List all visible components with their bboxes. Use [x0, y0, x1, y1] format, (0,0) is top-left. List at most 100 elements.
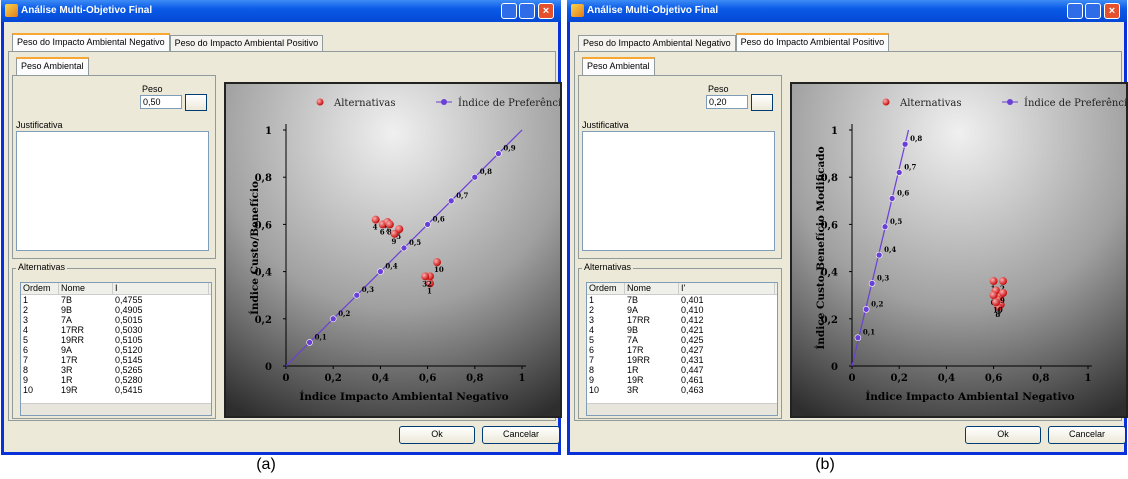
table-cell: 7A — [625, 335, 679, 345]
tab[interactable]: Peso do Impacto Ambiental Negativo — [12, 33, 170, 51]
column-header[interactable]: Ordem — [587, 283, 625, 294]
minimize-button[interactable] — [1067, 3, 1083, 19]
point-label: 0,5 — [890, 217, 902, 226]
legend-label: Alternativas — [899, 98, 962, 109]
tab[interactable]: Peso do Impacto Ambiental Negativo — [578, 35, 736, 51]
table-cell: 0,410 — [679, 305, 775, 315]
weight-label: Peso — [142, 84, 163, 94]
button[interactable]: Ok — [965, 426, 1041, 444]
subtab[interactable]: Peso Ambiental — [16, 57, 89, 75]
tab[interactable]: Peso do Impacto Ambiental Positivo — [736, 33, 890, 51]
y-tick-label: 0,2 — [255, 315, 272, 326]
preference-point — [307, 339, 313, 345]
table-cell: 6 — [21, 345, 59, 355]
close-button[interactable]: × — [538, 3, 554, 19]
table-cell: 0,5105 — [113, 335, 209, 345]
x-tick-label: 0,8 — [1032, 373, 1049, 384]
preference-point — [354, 292, 360, 298]
table-cell: 0,5120 — [113, 345, 209, 355]
maximize-button[interactable] — [1085, 3, 1101, 19]
button[interactable]: Cancelar — [482, 426, 560, 444]
column-header[interactable]: Nome — [59, 283, 113, 294]
weight-input[interactable]: 0,20 — [706, 95, 748, 109]
point-label: 10 — [993, 305, 1003, 314]
legend-marker — [441, 99, 447, 105]
button[interactable]: Ok — [399, 426, 475, 444]
point-label: 0,6 — [433, 214, 445, 223]
column-header[interactable]: Ordem — [21, 283, 59, 294]
preference-point — [869, 280, 875, 286]
alternatives-label: Alternativas — [16, 262, 67, 272]
table-cell: 1 — [21, 295, 59, 305]
table-cell: 3 — [21, 315, 59, 325]
justification-input[interactable] — [16, 131, 209, 251]
table-cell: 0,461 — [679, 375, 775, 385]
justification-label: Justificativa — [582, 120, 629, 130]
justification-input[interactable] — [582, 131, 775, 251]
weight-spinner[interactable] — [751, 94, 773, 111]
legend-label: Índice de Preferência — [1024, 97, 1128, 109]
weight-spinner[interactable] — [185, 94, 207, 111]
tab-strip: Peso do Impacto Ambiental NegativoPeso d… — [578, 33, 889, 51]
window: Análise Multi-Objetivo Final×Peso do Imp… — [1, 0, 561, 455]
subtab[interactable]: Peso Ambiental — [582, 57, 655, 75]
point-label: 9 — [392, 237, 397, 246]
preference-point — [855, 335, 861, 341]
table-cell: 19RR — [625, 355, 679, 365]
table-cell: 0,5015 — [113, 315, 209, 325]
preference-point — [330, 316, 336, 322]
table-cell: 2 — [21, 305, 59, 315]
x-tick-label: 0 — [283, 373, 290, 384]
column-header[interactable]: I — [113, 283, 209, 294]
table-cell: 7 — [587, 355, 625, 365]
minimize-button[interactable] — [501, 3, 517, 19]
weight-input[interactable]: 0,50 — [140, 95, 182, 109]
point-label: 0,8 — [910, 134, 922, 143]
tab[interactable]: Peso do Impacto Ambiental Positivo — [170, 35, 324, 51]
table-cell: 0,427 — [679, 345, 775, 355]
x-tick-label: 1 — [1085, 373, 1092, 384]
table-cell: 0,412 — [679, 315, 775, 325]
table-cell: 4 — [21, 325, 59, 335]
table-cell: 10 — [587, 385, 625, 395]
maximize-button[interactable] — [519, 3, 535, 19]
table-cell: 0,463 — [679, 385, 775, 395]
chart-background — [791, 83, 1127, 417]
point-label: 0,1 — [315, 332, 327, 341]
legend-marker — [317, 99, 324, 106]
button[interactable]: Cancelar — [1048, 426, 1126, 444]
point-label: 0,3 — [362, 285, 374, 294]
preference-point — [495, 151, 501, 157]
table-cell: 19R — [625, 375, 679, 385]
table-cell: 0,5030 — [113, 325, 209, 335]
legend-marker — [883, 99, 890, 106]
table-cell: 8 — [21, 365, 59, 375]
column-header[interactable]: Nome — [625, 283, 679, 294]
column-header[interactable]: I' — [679, 283, 775, 294]
close-button[interactable]: × — [1104, 3, 1120, 19]
preference-point — [896, 169, 902, 175]
alternatives-label: Alternativas — [582, 262, 633, 272]
